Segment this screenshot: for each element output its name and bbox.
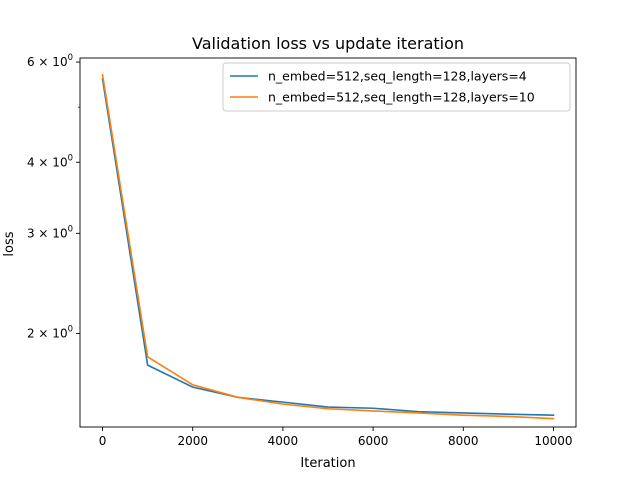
- y-tick-label: 4 × 100: [27, 153, 73, 169]
- legend: n_embed=512,seq_length=128,layers=4 n_emb…: [222, 62, 571, 112]
- x-tick-label: 6000: [358, 434, 389, 448]
- y-axis: 2 × 100 3 × 100 4 × 100 6 × 100: [27, 53, 80, 341]
- x-axis-label: Iteration: [300, 456, 355, 471]
- x-axis: 0 2000 4000 6000 8000 10000: [99, 427, 573, 448]
- legend-label-1: n_embed=512,seq_length=128,layers=4: [268, 69, 527, 84]
- x-tick-label: 0: [99, 434, 107, 448]
- x-tick-label: 8000: [448, 434, 479, 448]
- y-tick-label: 3 × 100: [27, 224, 73, 240]
- y-axis-label: loss: [2, 231, 17, 256]
- plot-area: [79, 57, 577, 428]
- y-tick-label: 2 × 100: [27, 325, 73, 341]
- legend-box: [222, 62, 571, 112]
- y-tick-label: 6 × 100: [27, 53, 73, 69]
- series-line-2: [101, 73, 555, 420]
- series-line-1: [101, 78, 555, 417]
- plot-frame: [79, 57, 577, 428]
- chart-title: Validation loss vs update iteration: [192, 34, 464, 53]
- legend-label-2: n_embed=512,seq_length=128,layers=10: [268, 90, 535, 105]
- x-tick-label: 2000: [177, 434, 208, 448]
- x-tick-label: 10000: [534, 434, 572, 448]
- x-tick-label: 4000: [268, 434, 299, 448]
